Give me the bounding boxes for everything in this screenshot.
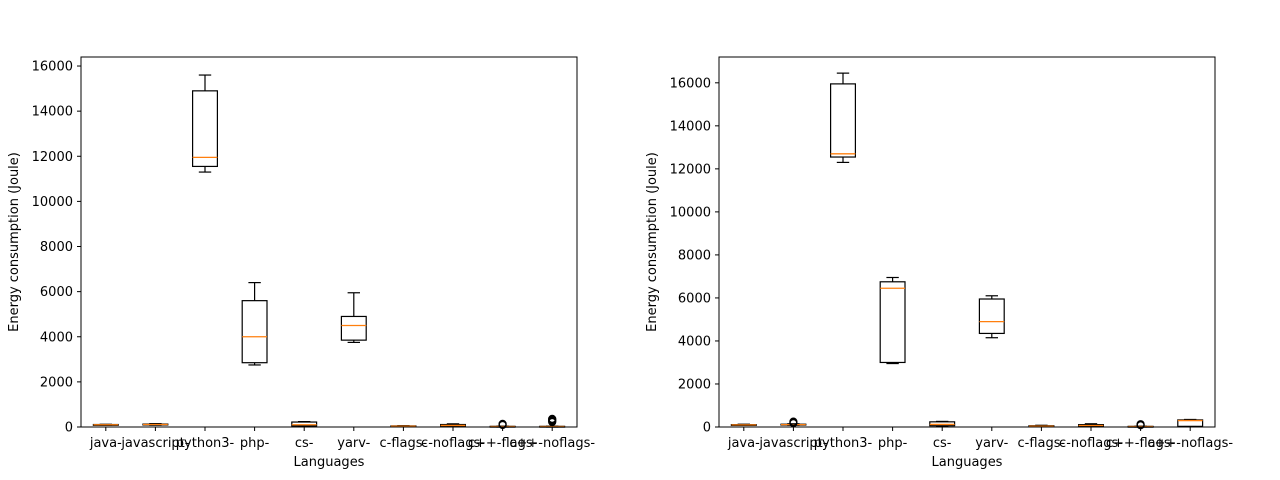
box-php: [879, 276, 906, 365]
y-tick-label: 6000: [40, 285, 73, 300]
box-c-flags: [1028, 424, 1055, 428]
box-c-noflags: [440, 423, 467, 427]
y-tick-label: 2000: [40, 375, 73, 390]
y-tick-label: 0: [703, 421, 711, 436]
y-tick-label: 8000: [40, 240, 73, 255]
axes-frame: [80, 56, 578, 428]
x-tick-label: php-: [240, 436, 270, 451]
x-tick-label: java-: [727, 436, 760, 451]
box-cs: [929, 420, 956, 427]
x-tick-label: java-: [89, 436, 122, 451]
x-tick-label: yarv-: [337, 436, 370, 451]
x-tick-label: cs-: [933, 436, 952, 451]
x-tick-label: c++-noflags-: [509, 436, 595, 451]
iqr-box: [192, 90, 219, 168]
y-tick-label: 4000: [678, 334, 711, 349]
iqr-box: [829, 83, 856, 158]
x-tick-label: python3-: [176, 436, 235, 451]
box-yarv: [978, 295, 1005, 339]
x-tick-label: cs-: [295, 436, 314, 451]
box-javascript: [142, 423, 169, 426]
y-tick-label: 6000: [678, 291, 711, 306]
subplot-left: 0 2000 4000 6000 8000 10000 12000 14000 16000 jav…: [7, 56, 595, 470]
box-yarv: [340, 292, 367, 343]
box-python3: [829, 72, 856, 164]
iqr-box: [340, 315, 367, 341]
iqr-box: [241, 300, 268, 364]
box-c-noflags: [1077, 423, 1104, 427]
box-python3: [192, 74, 219, 173]
y-axis-label: Energy consumption (Joule): [7, 152, 22, 332]
box-php: [241, 282, 268, 366]
x-tick-label: c-noflags-: [421, 436, 485, 451]
iqr-box: [291, 421, 318, 427]
x-tick-label: c-flags-: [380, 436, 428, 451]
y-tick-label: 0: [65, 421, 73, 436]
y-tick-label: 16000: [32, 60, 73, 75]
iqr-box: [879, 281, 906, 364]
y-tick-label: 10000: [670, 205, 711, 220]
y-tick-label: 2000: [678, 377, 711, 392]
x-tick-label: python3-: [814, 436, 873, 451]
x-tick-label: javascript-: [758, 436, 827, 451]
flier-point: [1136, 420, 1145, 429]
x-axis-label: Languages: [294, 455, 365, 470]
x-tick-label: yarv-: [975, 436, 1008, 451]
x-tick-label: c++-noflags-: [1147, 436, 1233, 451]
box-cs: [291, 420, 318, 427]
y-tick-label: 10000: [32, 195, 73, 210]
iqr-box: [978, 298, 1005, 335]
x-tick-label: php-: [878, 436, 908, 451]
y-tick-label: 14000: [670, 119, 711, 134]
y-tick-label: 4000: [40, 330, 73, 345]
y-tick-label: 12000: [670, 162, 711, 177]
x-axis-label: Languages: [932, 455, 1003, 470]
box-java: [730, 423, 757, 427]
flier-point: [789, 417, 798, 426]
box-javascript: [780, 417, 807, 428]
x-tick-label: c++-flags-: [468, 436, 538, 451]
y-tick-label: 14000: [32, 105, 73, 120]
box-java: [92, 423, 119, 426]
y-tick-label: 12000: [32, 150, 73, 165]
x-tick-label: c-flags-: [1018, 436, 1066, 451]
y-tick-label: 8000: [678, 248, 711, 263]
y-axis-label: Energy consumption (Joule): [645, 152, 660, 332]
flier-point: [548, 414, 557, 423]
y-tick-label: 16000: [670, 76, 711, 91]
x-tick-label: javascript-: [120, 436, 189, 451]
x-tick-label: c++-flags-: [1106, 436, 1176, 451]
x-tick-label: c-noflags-: [1059, 436, 1123, 451]
subplot-right: 0 2000 4000 6000 8000 10000 12000 14000 16000 jav…: [645, 56, 1233, 470]
axes-frame: [718, 56, 1216, 428]
